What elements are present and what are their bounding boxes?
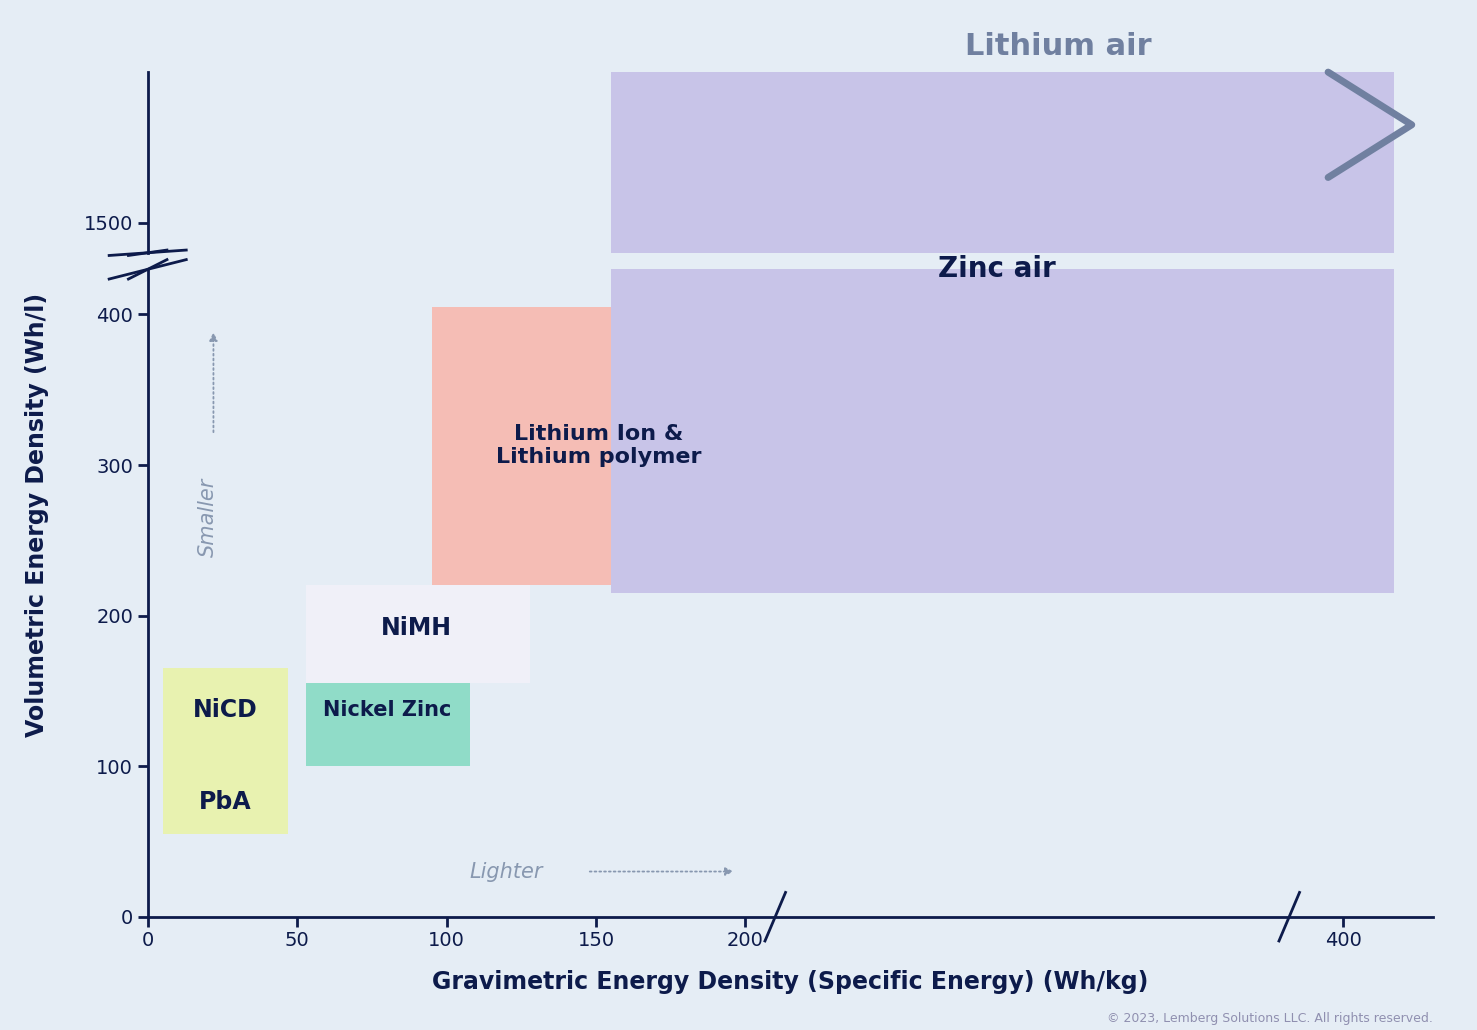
Bar [611,72,1394,252]
Text: Nickel Zinc: Nickel Zinc [322,700,450,720]
Bar [431,307,767,585]
Text: © 2023, Lemberg Solutions LLC. All rights reserved.: © 2023, Lemberg Solutions LLC. All right… [1106,1011,1433,1025]
Bar [162,668,288,766]
Text: Smaller: Smaller [198,478,217,557]
Text: PbA: PbA [199,790,251,815]
Bar [162,741,288,834]
Bar [306,668,471,766]
Bar [306,585,530,683]
Text: Lithium air: Lithium air [966,32,1152,61]
Bar [611,269,1394,593]
Text: NiCD: NiCD [193,698,258,722]
Text: NiMH: NiMH [381,616,452,640]
Text: Lithium Ion &
Lithium polymer: Lithium Ion & Lithium polymer [496,424,702,467]
Text: Volumetric Energy Density (Wh/l): Volumetric Energy Density (Wh/l) [25,293,49,737]
Text: Zinc air: Zinc air [938,255,1055,283]
Text: Lighter: Lighter [470,861,544,882]
X-axis label: Gravimetric Energy Density (Specific Energy) (Wh/kg): Gravimetric Energy Density (Specific Ene… [431,969,1149,994]
